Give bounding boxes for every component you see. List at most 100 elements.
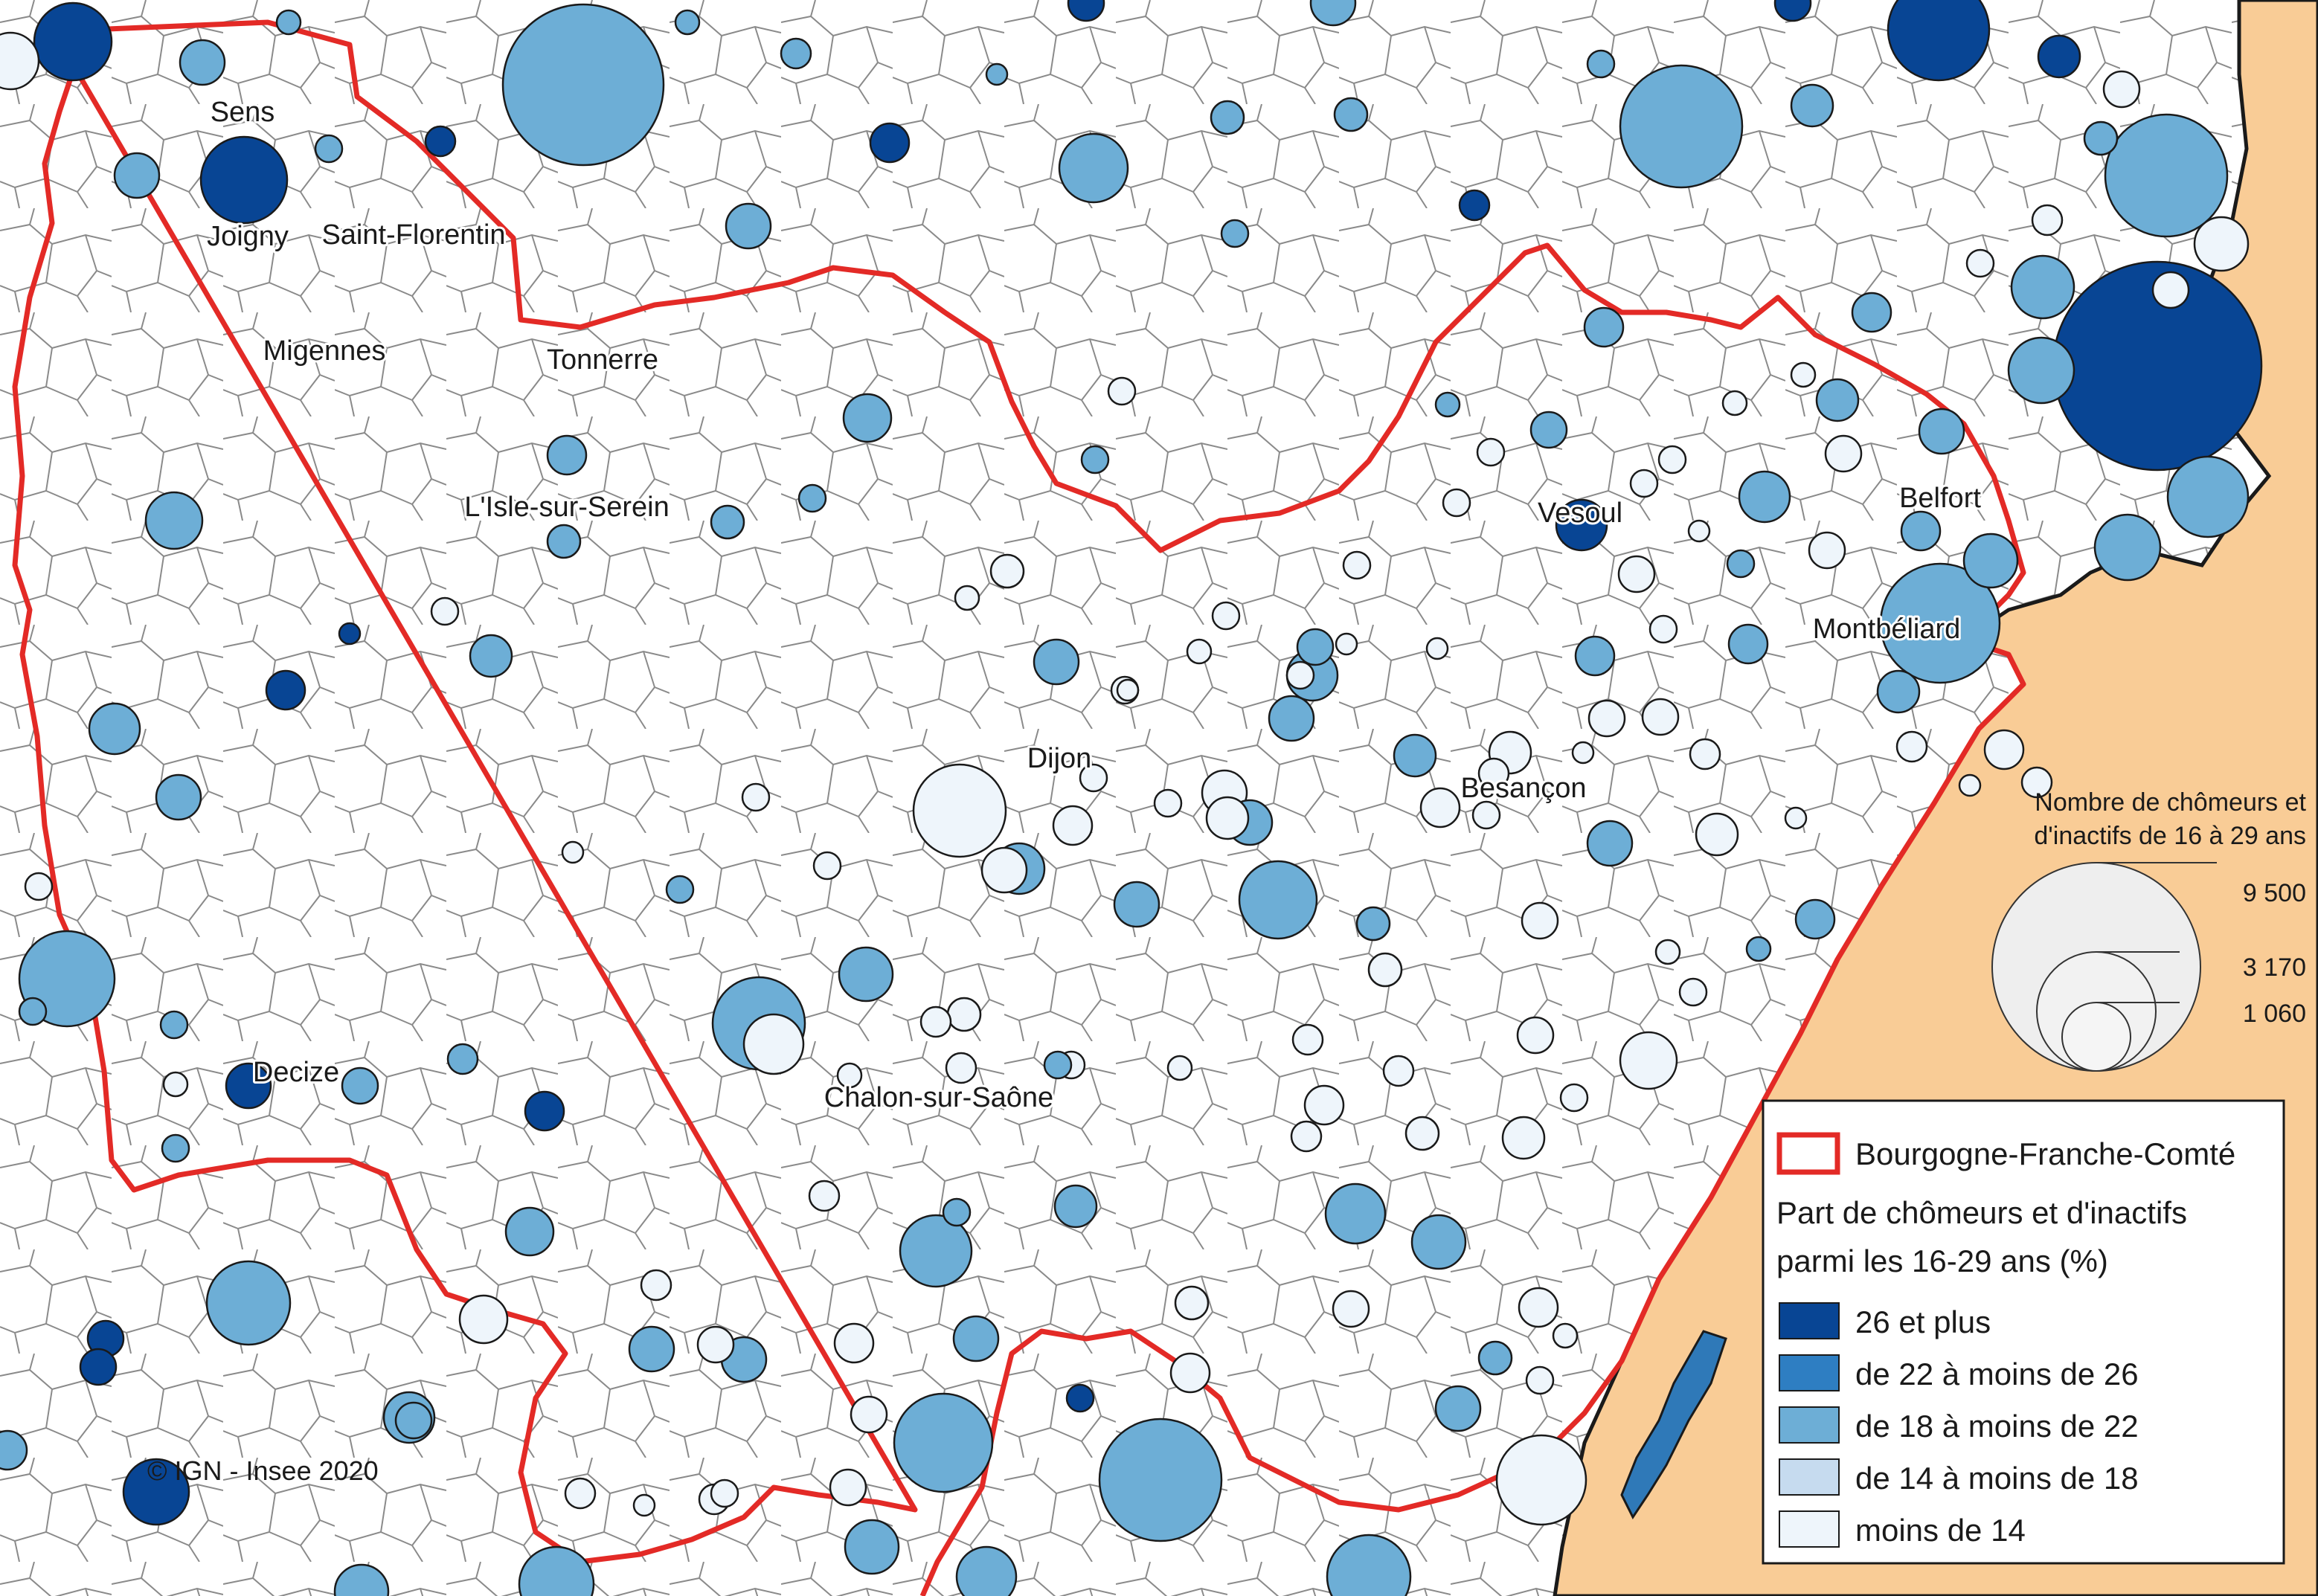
symbol-circle xyxy=(952,1315,1000,1362)
symbol-circle xyxy=(0,31,40,91)
symbol-circle xyxy=(113,152,161,199)
legend-class-swatch xyxy=(1779,1354,1840,1391)
symbol-circle xyxy=(1773,0,1812,22)
legend-title-line1: Part de chômeurs et d'inactifs xyxy=(1776,1195,2187,1230)
city-label-sens: Sens xyxy=(211,97,275,128)
symbol-circle xyxy=(1065,1383,1095,1413)
size-legend-value-medium: 3 170 xyxy=(2243,953,2306,982)
symbol-circle xyxy=(2166,455,2250,538)
symbol-circle xyxy=(1687,519,1711,543)
legend-region-label: Bourgogne-Franche-Comté xyxy=(1855,1136,2235,1171)
credit-text: © IGN - Insee 2020 xyxy=(147,1455,379,1486)
symbol-circle xyxy=(1815,378,1860,422)
symbol-circle xyxy=(225,1062,272,1110)
symbol-circle xyxy=(1098,1418,1223,1542)
symbol-circle xyxy=(1471,800,1501,830)
legend-box xyxy=(1762,1099,2285,1565)
symbol-circle xyxy=(122,1458,190,1526)
symbol-circle xyxy=(265,669,306,711)
symbol-circle xyxy=(893,1392,994,1493)
legend-class-label: moins de 14 xyxy=(1855,1513,2026,1548)
symbol-circle xyxy=(469,634,513,678)
symbol-circle xyxy=(2193,216,2250,272)
symbol-circle xyxy=(1965,248,1995,278)
symbol-circle xyxy=(674,9,701,36)
symbol-circle xyxy=(912,763,1007,858)
symbol-circle xyxy=(1876,669,1921,714)
size-legend-value-small: 1 060 xyxy=(2243,1000,2306,1028)
symbol-circle xyxy=(1186,638,1213,665)
symbol-circle xyxy=(665,875,695,904)
symbol-circle xyxy=(24,872,54,901)
symbol-circle xyxy=(919,1005,952,1038)
symbol-circle xyxy=(1790,361,1817,388)
symbol-circle xyxy=(1326,1534,1412,1596)
symbol-circle xyxy=(1174,1285,1210,1321)
symbol-circle xyxy=(1895,730,1928,763)
symbol-circle xyxy=(1268,695,1315,742)
symbol-circle xyxy=(1067,0,1105,22)
symbol-circle xyxy=(710,1478,739,1508)
symbol-circle xyxy=(275,9,302,36)
symbol-circle xyxy=(2007,336,2075,405)
symbol-circle xyxy=(1629,469,1659,498)
symbol-circle xyxy=(1619,1031,1678,1090)
symbol-circle xyxy=(640,1269,672,1301)
symbol-circle xyxy=(1586,49,1616,79)
symbol-circle xyxy=(1442,488,1471,518)
symbol-circle xyxy=(1153,788,1183,818)
symbol-circle xyxy=(1477,1340,1513,1376)
symbol-circle xyxy=(1290,1120,1323,1153)
symbol-circle xyxy=(1851,292,1892,333)
legend-class-label: 26 et plus xyxy=(1855,1304,1991,1339)
symbol-circle xyxy=(842,393,893,443)
symbol-circle xyxy=(1033,638,1080,686)
symbol-circle xyxy=(2020,766,2053,799)
symbol-circle xyxy=(850,1395,888,1434)
size-legend-circle-small xyxy=(2061,1002,2131,1072)
symbol-circle xyxy=(1501,1116,1546,1160)
symbol-circle xyxy=(2031,204,2064,236)
symbol-circle xyxy=(628,1325,675,1373)
symbol-circle xyxy=(1983,729,2025,770)
symbol-circle xyxy=(1521,901,1559,940)
city-label-dijon: Dijon xyxy=(1027,743,1092,774)
symbol-circle xyxy=(1291,1023,1324,1056)
city-label-decize: Decize xyxy=(253,1057,339,1088)
symbol-circle xyxy=(985,62,1009,86)
region-boundary xyxy=(12,19,2026,1596)
symbol-circle xyxy=(942,1197,972,1227)
symbol-circle xyxy=(1238,860,1318,940)
symbol-circle xyxy=(1116,678,1140,702)
symbol-circle xyxy=(1285,660,1315,690)
symbol-circle xyxy=(458,1294,509,1345)
symbol-circle xyxy=(501,3,665,167)
symbol-circle xyxy=(1425,637,1449,660)
symbol-circle xyxy=(33,1,113,82)
symbol-circle xyxy=(989,553,1025,589)
symbol-circle xyxy=(1382,1055,1415,1087)
symbol-circle xyxy=(1617,555,1656,593)
symbol-circle xyxy=(1107,376,1137,406)
city-label-migennes: Migennes xyxy=(263,335,386,367)
symbol-circle xyxy=(1393,733,1437,778)
legend-classes: 26 et plus de 22 à moins de 26 de 18 à moi… xyxy=(1779,1302,2139,1548)
symbol-circle xyxy=(1784,806,1808,830)
symbol-circle xyxy=(954,585,980,611)
symbol-circle xyxy=(1726,549,1756,579)
symbol-circle xyxy=(899,1214,973,1288)
symbol-circle xyxy=(1794,898,1836,940)
symbol-circle xyxy=(1296,628,1335,666)
symbol-circle xyxy=(1333,97,1369,132)
symbol-circle xyxy=(424,125,457,158)
symbol-circle xyxy=(561,840,585,864)
symbol-circle xyxy=(1404,1116,1440,1151)
symbol-circle xyxy=(1918,408,1965,455)
symbol-circle xyxy=(1808,531,1846,570)
legend-class-label: de 18 à moins de 22 xyxy=(1855,1409,2139,1444)
symbol-circle xyxy=(162,1071,189,1098)
symbol-circle xyxy=(742,1013,805,1075)
symbol-circle xyxy=(1080,445,1110,474)
symbol-circle xyxy=(159,1010,189,1040)
city-label-chalon-sur-sa-ne: Chalon-sur-Saône xyxy=(824,1082,1053,1113)
